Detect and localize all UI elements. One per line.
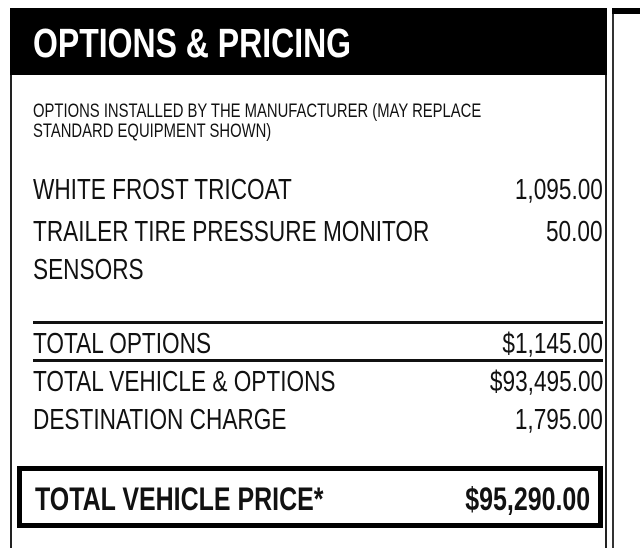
total-value: $1,145.00 <box>502 328 603 360</box>
page-title: OPTIONS & PRICING <box>33 20 352 66</box>
option-price: 50.00 <box>546 216 603 248</box>
subtitle-line: OPTIONS INSTALLED BY THE MANUFACTURER (M… <box>33 101 482 122</box>
divider <box>33 359 603 362</box>
option-name-line: SENSORS <box>33 254 144 286</box>
option-price: 1,095.00 <box>514 174 603 206</box>
option-name: TRAILER TIRE PRESSURE MONITOR SENSORS <box>33 213 429 289</box>
option-name: WHITE FROST TRICOAT <box>33 174 292 206</box>
option-name-line: TRAILER TIRE PRESSURE MONITOR <box>33 216 430 248</box>
header-bar <box>10 8 607 75</box>
total-value: $93,495.00 <box>489 366 603 398</box>
adjacent-panel-header <box>612 8 640 14</box>
total-label: DESTINATION CHARGE <box>33 404 287 436</box>
adjacent-panel <box>612 8 640 548</box>
options-subtitle: OPTIONS INSTALLED BY THE MANUFACTURER (M… <box>33 102 481 142</box>
divider <box>33 321 603 324</box>
total-label: TOTAL VEHICLE & OPTIONS <box>33 366 336 398</box>
total-label: TOTAL OPTIONS <box>33 328 212 360</box>
options-pricing-panel <box>10 8 607 548</box>
total-value: 1,795.00 <box>514 404 603 436</box>
grand-total-label: TOTAL VEHICLE PRICE* <box>35 481 324 517</box>
grand-total-value: $95,290.00 <box>465 481 590 517</box>
grand-total-box <box>17 466 603 528</box>
subtitle-line: STANDARD EQUIPMENT SHOWN) <box>33 121 272 142</box>
